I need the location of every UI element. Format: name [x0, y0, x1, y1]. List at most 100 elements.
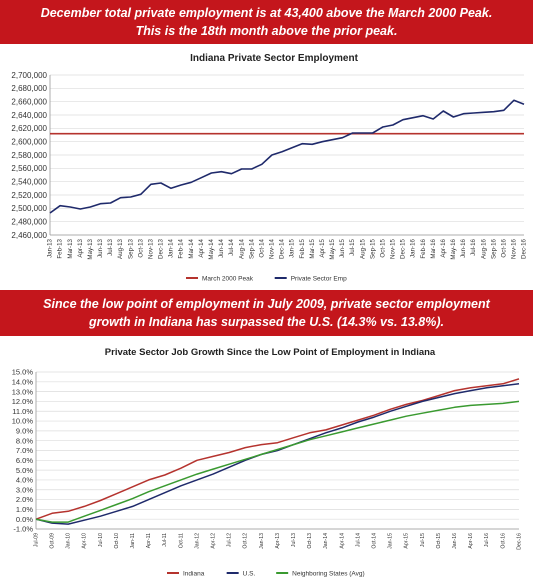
- y-tick-label: 2,680,000: [11, 84, 47, 93]
- employment-chart: Indiana Private Sector Employment 2,460,0…: [11, 53, 528, 283]
- series-line-1: [49, 99, 525, 214]
- middle-headline-line-2: growth in Indiana has surpassed the U.S.…: [89, 315, 444, 329]
- x-tick-label: Jan-15: [388, 533, 394, 549]
- y-tick-label: 9.0%: [16, 427, 33, 436]
- series-line-2: [35, 400, 520, 523]
- x-tick-label: Aug-14: [238, 238, 245, 259]
- series-line-1: [35, 383, 520, 525]
- y-tick-label: 2,560,000: [11, 164, 47, 173]
- y-tick-label: -1.0%: [13, 525, 33, 534]
- y-tick-label: 2,700,000: [11, 71, 47, 80]
- x-tick-label: Nov-15: [390, 238, 397, 259]
- y-tick-label: 13.0%: [12, 387, 34, 396]
- job-growth-chart: Private Sector Job Growth Since the Low …: [12, 347, 523, 578]
- legend-label-1: U.S.: [243, 571, 256, 578]
- x-tick-label: Jul-16: [484, 533, 490, 547]
- x-tick-label: Sep-15: [369, 238, 376, 259]
- x-tick-label: Jan-14: [323, 533, 329, 549]
- y-tick-label: 2,520,000: [11, 191, 47, 200]
- top-headline-banner: December total private employment is at …: [0, 0, 533, 44]
- x-tick-label: Jul-11: [162, 533, 168, 547]
- x-tick-label: Jun-14: [218, 238, 225, 257]
- x-tick-label: Jul-15: [420, 533, 426, 547]
- legend-label-0: Indiana: [183, 571, 205, 578]
- x-tick-label: Jul-10: [98, 533, 104, 547]
- x-tick-label: Oct-14: [371, 533, 377, 549]
- x-tick-label: Jan-16: [452, 533, 458, 549]
- x-tick-label: Nov-14: [269, 238, 276, 259]
- x-tick-label: Apr-11: [146, 533, 152, 548]
- x-tick-label: Jul-12: [227, 533, 233, 547]
- x-tick-label: Jun-15: [339, 238, 346, 257]
- x-tick-label: Apr-15: [319, 238, 326, 257]
- y-tick-label: 2,640,000: [11, 111, 47, 120]
- x-tick-label: Jun-16: [460, 238, 467, 257]
- x-tick-label: Apr-16: [468, 533, 474, 549]
- x-tick-label: Oct-13: [307, 533, 313, 549]
- y-tick-label: 2,580,000: [11, 151, 47, 160]
- y-tick-label: 14.0%: [12, 377, 34, 386]
- x-tick-label: Feb-15: [299, 238, 306, 258]
- x-tick-label: Oct-10: [114, 533, 120, 549]
- x-tick-label: Apr-12: [210, 533, 216, 549]
- x-tick-label: Jan-11: [130, 533, 136, 549]
- x-tick-label: Nov-16: [511, 238, 518, 259]
- x-tick-label: Feb-16: [420, 238, 427, 258]
- x-tick-label: Apr-14: [339, 533, 345, 549]
- x-tick-label: Mar-13: [67, 238, 74, 258]
- x-tick-label: Oct-16: [500, 238, 507, 257]
- series-line-0: [35, 378, 520, 520]
- x-tick-label: Mar-14: [188, 238, 195, 258]
- x-tick-label: Jul-16: [470, 238, 477, 255]
- x-tick-label: Feb-13: [57, 238, 64, 258]
- x-tick-label: Dec-16: [516, 533, 522, 550]
- x-tick-label: Jul-14: [228, 238, 235, 255]
- x-tick-label: Oct-12: [243, 533, 249, 549]
- x-tick-label: Jan-16: [410, 238, 417, 257]
- x-tick-label: Oct-15: [436, 533, 442, 549]
- x-tick-label: Dec-13: [158, 238, 165, 259]
- x-tick-label: Apr-14: [198, 238, 205, 257]
- x-tick-label: Jan-10: [66, 533, 72, 549]
- x-tick-label: Dec-16: [521, 238, 528, 259]
- x-tick-label: Jul-09: [33, 533, 39, 547]
- x-tick-label: Jun-13: [97, 238, 104, 257]
- x-tick-label: Jan-14: [168, 238, 175, 257]
- x-tick-label: Sep-16: [490, 238, 497, 259]
- x-tick-label: Nov-13: [147, 238, 154, 259]
- x-tick-label: Apr-13: [275, 533, 281, 549]
- x-tick-label: Jul-15: [349, 238, 356, 255]
- x-tick-label: Jul-14: [355, 533, 361, 547]
- x-tick-label: Apr-13: [77, 238, 84, 257]
- x-tick-label: Apr-10: [82, 533, 88, 549]
- x-tick-label: Aug-13: [117, 238, 124, 259]
- x-tick-label: Jan-13: [47, 238, 54, 257]
- legend-label-2: Neighboring States (Avg): [292, 571, 365, 578]
- y-tick-label: 2,660,000: [11, 97, 47, 106]
- y-tick-label: 2,500,000: [11, 204, 47, 213]
- x-tick-label: May-15: [329, 238, 336, 259]
- y-tick-label: 8.0%: [16, 436, 33, 445]
- x-tick-label: May-16: [450, 238, 457, 259]
- x-tick-label: Jul-13: [291, 533, 297, 547]
- legend-label-0: March 2000 Peak: [202, 276, 254, 283]
- y-tick-label: 2,600,000: [11, 137, 47, 146]
- x-tick-label: Sep-14: [248, 238, 255, 259]
- top-headline-line-2: This is the 18th month above the prior p…: [135, 24, 398, 38]
- y-tick-label: 2,460,000: [11, 231, 47, 240]
- x-tick-label: Feb-14: [178, 238, 185, 258]
- top-headline-line-1: December total private employment is at …: [40, 6, 493, 20]
- y-tick-label: 2,540,000: [11, 177, 47, 186]
- x-tick-label: Sep-13: [127, 238, 134, 259]
- middle-headline-line-1: Since the low point of employment in Jul…: [43, 297, 490, 311]
- x-tick-label: May-14: [208, 238, 215, 259]
- x-tick-label: Mar-16: [430, 238, 437, 258]
- x-tick-label: Dec-15: [400, 238, 407, 259]
- x-tick-label: Jan-12: [194, 533, 200, 549]
- x-tick-label: Aug-16: [480, 238, 487, 259]
- x-tick-label: Apr-16: [440, 238, 447, 257]
- y-tick-label: 11.0%: [12, 407, 33, 416]
- x-tick-label: Apr-15: [404, 533, 410, 549]
- y-tick-label: 10.0%: [12, 417, 34, 426]
- y-tick-label: 4.0%: [16, 476, 33, 485]
